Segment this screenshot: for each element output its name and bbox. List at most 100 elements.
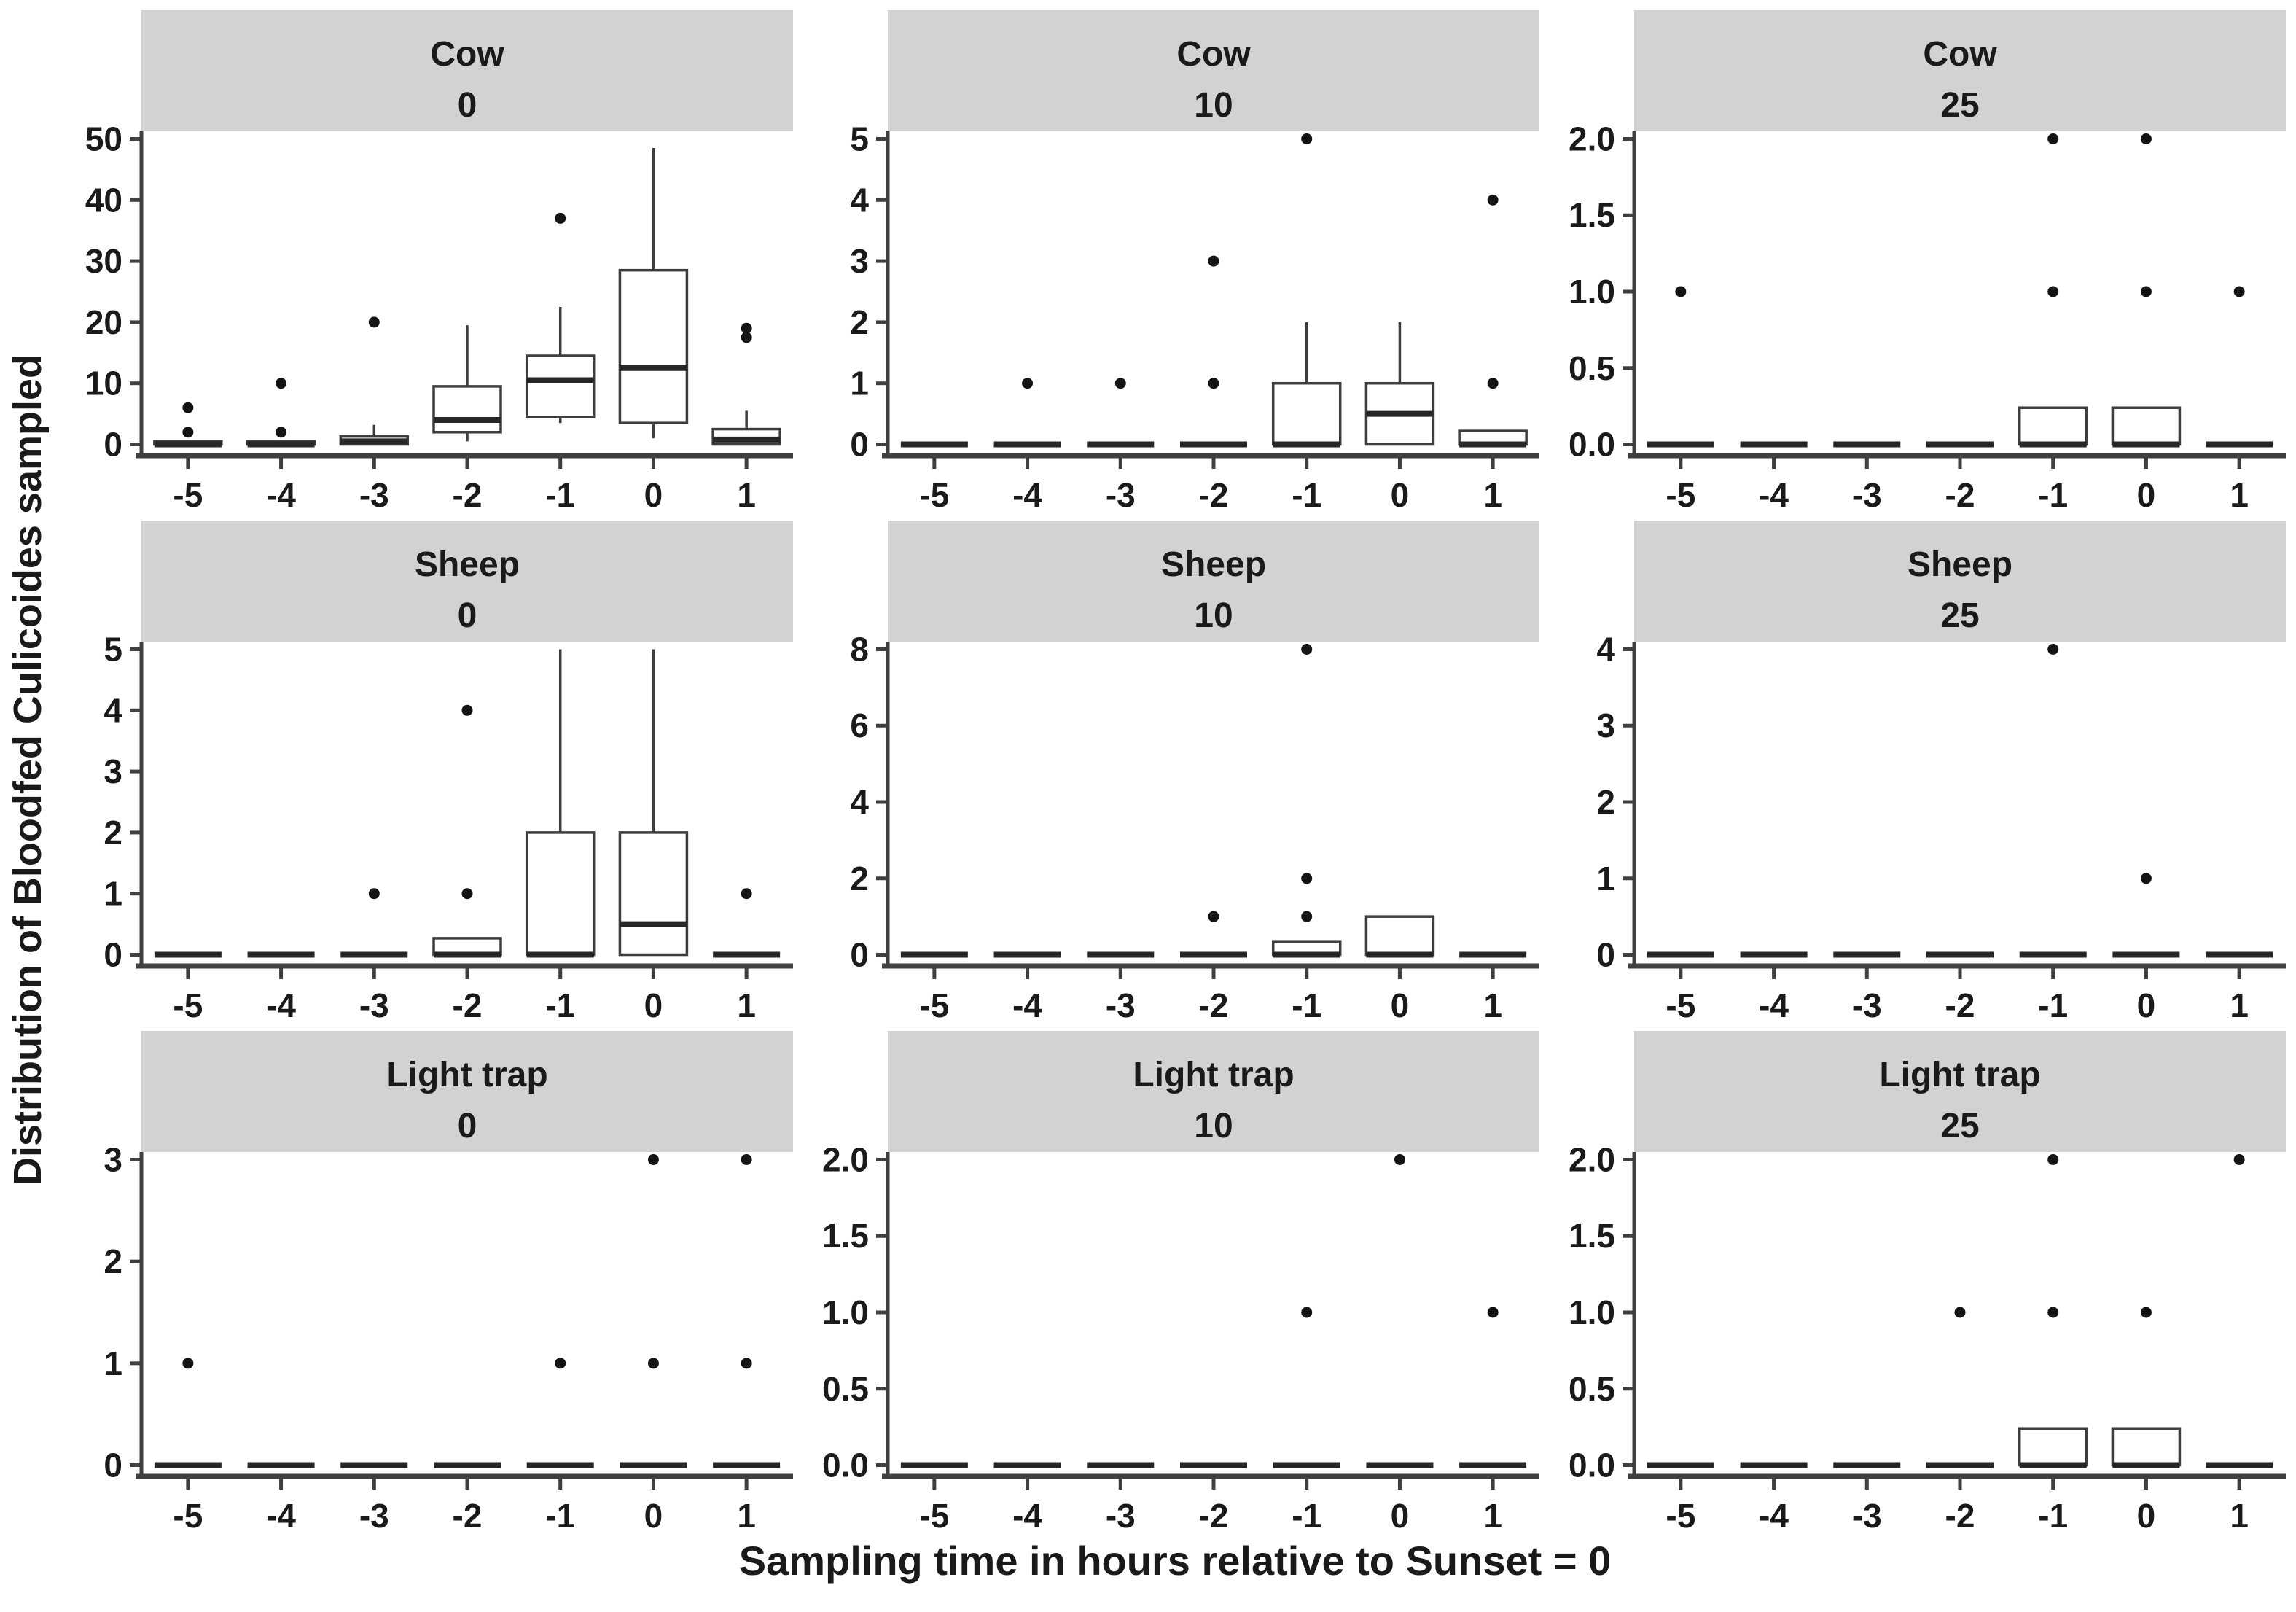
x-tick-label: -4 <box>1759 476 1789 514</box>
outlier-point <box>2140 133 2152 144</box>
iqr-box <box>525 831 596 957</box>
facet-row-label: Light trap <box>1879 1056 2040 1094</box>
outlier-point <box>1487 194 1499 206</box>
y-tick-label: 0.5 <box>1569 349 1615 387</box>
boxplot-x--2 <box>432 325 502 442</box>
facet-strip <box>888 521 1539 642</box>
facet-row-label: Cow <box>1176 35 1251 74</box>
boxplot-x--1 <box>2018 1153 2088 1468</box>
y-tick-label: 2 <box>104 814 122 852</box>
x-tick-label: 0 <box>2137 1497 2156 1535</box>
facet-row-label: Sheep <box>415 545 520 584</box>
x-tick-label: 1 <box>2230 986 2249 1024</box>
boxplot-x-1 <box>713 1153 781 1468</box>
y-tick-label: 1.5 <box>1569 1217 1615 1255</box>
facet-col-label: 0 <box>458 596 477 635</box>
x-tick-label: -3 <box>359 1497 389 1535</box>
x-tick-label: -4 <box>1012 1497 1042 1535</box>
x-tick-label: 1 <box>737 476 756 514</box>
y-tick-label: 4 <box>104 691 122 729</box>
iqr-box <box>432 385 502 434</box>
x-tick-label: 1 <box>737 1497 756 1535</box>
x-tick-label: -4 <box>1759 986 1789 1024</box>
iqr-box <box>2111 406 2182 446</box>
y-tick-label: 1.5 <box>1569 196 1615 234</box>
facet-row-label: Light trap <box>1133 1056 1294 1094</box>
outlier-point <box>2140 873 2152 884</box>
outlier-point <box>1301 911 1313 922</box>
x-tick-label: -2 <box>1199 476 1229 514</box>
x-tick-label: 1 <box>737 986 756 1024</box>
y-tick-label: 4 <box>850 783 869 821</box>
outlier-point <box>276 427 287 438</box>
boxplot-x--1 <box>525 212 596 424</box>
y-tick-label: 2 <box>104 1242 122 1280</box>
outlier-point <box>1301 873 1313 884</box>
x-tick-label: -5 <box>173 1497 203 1535</box>
x-tick-label: 0 <box>644 986 663 1024</box>
facet-row-label: Light trap <box>386 1056 547 1094</box>
x-tick-label: -5 <box>919 986 949 1024</box>
x-tick-label: -3 <box>1852 476 1882 514</box>
iqr-box <box>618 831 689 957</box>
boxplot-x-1 <box>1458 194 1528 448</box>
iqr-box <box>618 268 689 424</box>
outlier-point <box>647 1358 659 1369</box>
facet-col-label: 25 <box>1940 86 1979 125</box>
facet-col-label: 25 <box>1940 596 1979 635</box>
x-tick-label: -2 <box>1945 986 1975 1024</box>
y-tick-label: 2 <box>850 860 869 897</box>
outlier-point <box>1208 911 1219 922</box>
x-tick-label: -2 <box>453 476 483 514</box>
boxplot-x--1 <box>2018 133 2088 448</box>
outlier-point <box>276 378 287 389</box>
y-tick-label: 3 <box>1596 706 1615 744</box>
boxplot-x--5 <box>153 402 223 448</box>
iqr-box <box>2018 406 2088 446</box>
boxplot-x-0 <box>1364 322 1435 446</box>
x-tick-label: -1 <box>2038 1497 2068 1535</box>
outlier-point <box>555 212 566 224</box>
x-tick-label: -2 <box>1945 476 1975 514</box>
outlier-point <box>1208 255 1219 267</box>
panel-cow-10: Cow 10 0 1 2 3 4 5 -5 -4 -3 -2 -1 0 1 <box>850 10 1539 514</box>
facet-col-label: 0 <box>458 1107 477 1145</box>
y-tick-label: 0.0 <box>822 1446 869 1484</box>
outlier-point <box>182 1358 194 1369</box>
iqr-box <box>2111 1427 2182 1467</box>
x-tick-label: 0 <box>2137 986 2156 1024</box>
x-tick-label: -1 <box>545 1497 575 1535</box>
x-tick-label: -3 <box>1106 476 1136 514</box>
outlier-point <box>1394 1153 1405 1165</box>
outlier-point <box>182 402 194 413</box>
x-tick-label: -2 <box>453 986 483 1024</box>
facet-col-label: 10 <box>1194 1107 1233 1145</box>
boxplot-x--4 <box>246 378 316 448</box>
x-tick-label: -1 <box>2038 476 2068 514</box>
y-tick-label: 2.0 <box>1569 1140 1615 1178</box>
outlier-point <box>741 1153 752 1165</box>
boxplot-x-1 <box>2206 286 2273 448</box>
y-tick-label: 1 <box>850 365 869 402</box>
boxplot-x--2 <box>432 704 502 958</box>
iqr-box <box>1271 381 1342 446</box>
boxplot-x-0 <box>2112 873 2180 958</box>
x-tick-label: -5 <box>1666 986 1695 1024</box>
outlier-point <box>1301 133 1313 144</box>
outlier-point <box>461 888 473 900</box>
x-tick-label: -4 <box>1012 476 1042 514</box>
y-tick-label: 0 <box>104 426 122 464</box>
outlier-point <box>741 888 752 900</box>
boxplot-x--3 <box>1087 378 1155 448</box>
x-tick-label: -5 <box>1666 476 1695 514</box>
outlier-point <box>2047 133 2059 144</box>
facet-strip <box>1634 521 2286 642</box>
x-tick-label: -3 <box>1852 986 1882 1024</box>
boxplot-x--4 <box>993 378 1061 448</box>
outlier-point <box>1954 1307 1966 1318</box>
outlier-point <box>368 316 380 328</box>
boxplot-x-1 <box>1459 1307 1527 1468</box>
y-tick-label: 5 <box>850 120 869 157</box>
y-tick-label: 1.0 <box>1569 1293 1615 1331</box>
